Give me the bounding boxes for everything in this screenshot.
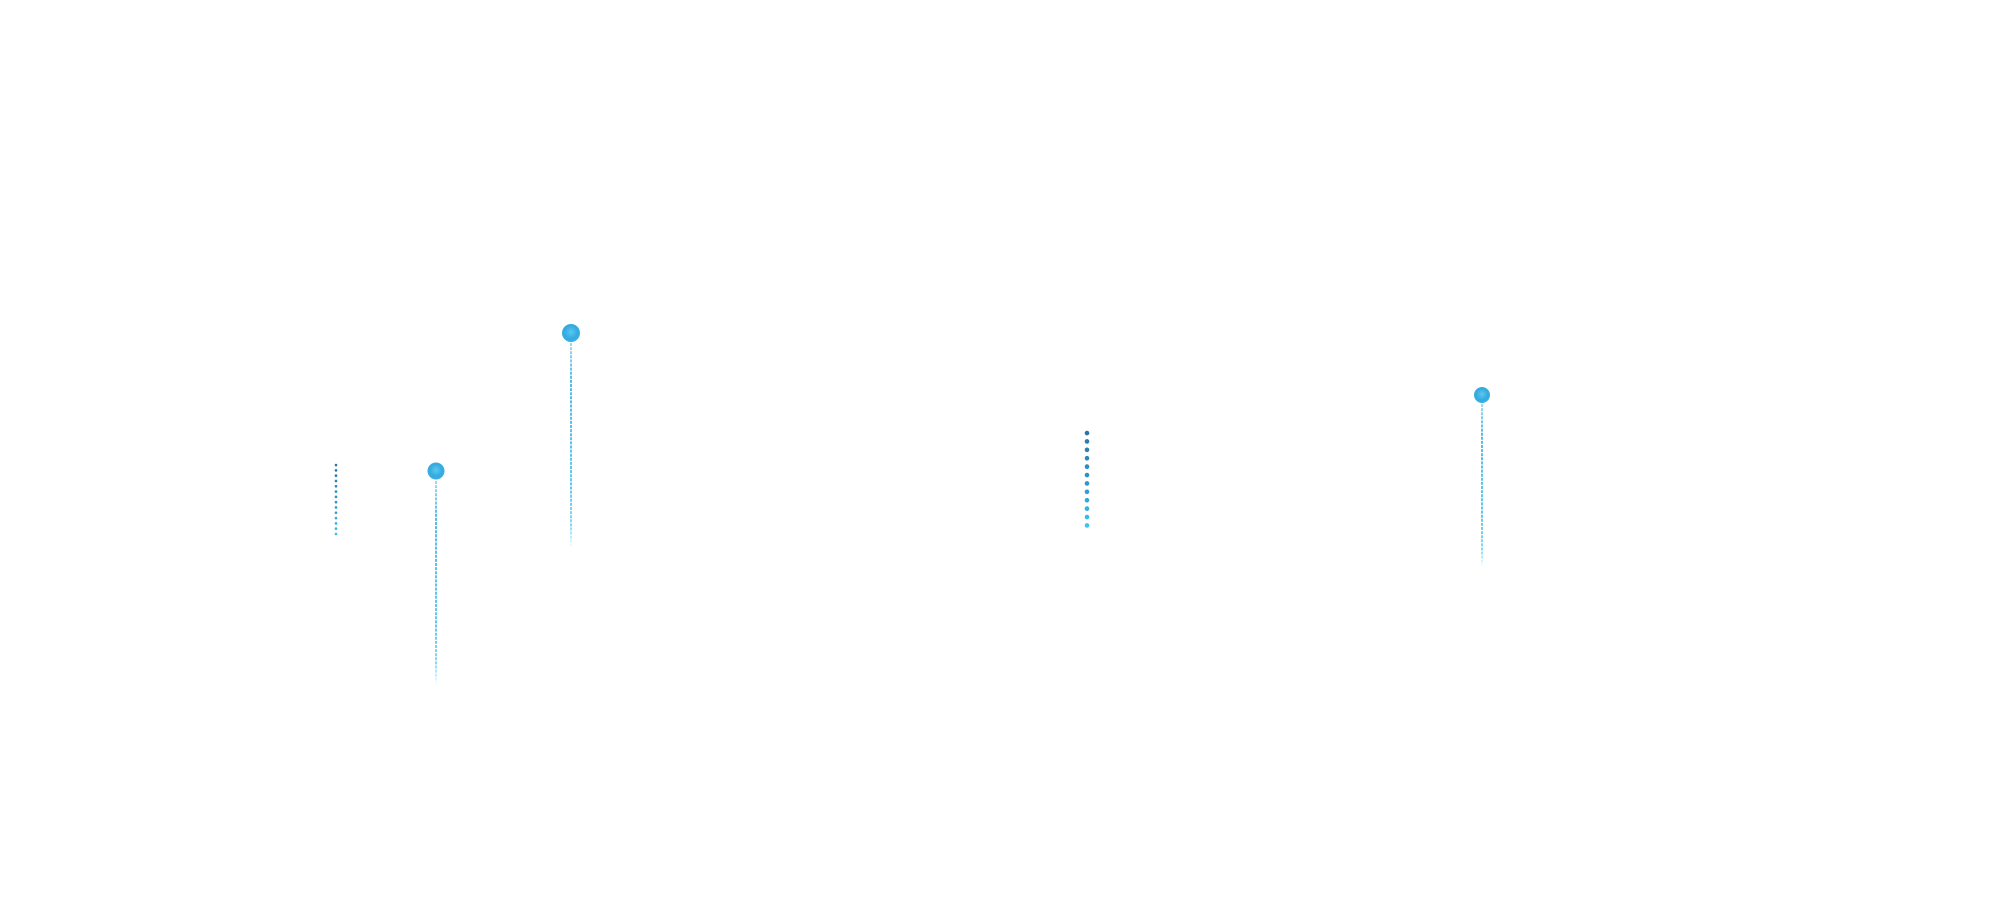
map-pin-marker — [562, 324, 580, 547]
pin-head-dot[interactable] — [1474, 387, 1490, 403]
map-pin-marker — [427, 462, 445, 684]
pin-head-dot[interactable] — [427, 462, 445, 480]
pin-head-dot[interactable] — [562, 324, 580, 342]
map-pin-marker — [1474, 387, 1490, 566]
